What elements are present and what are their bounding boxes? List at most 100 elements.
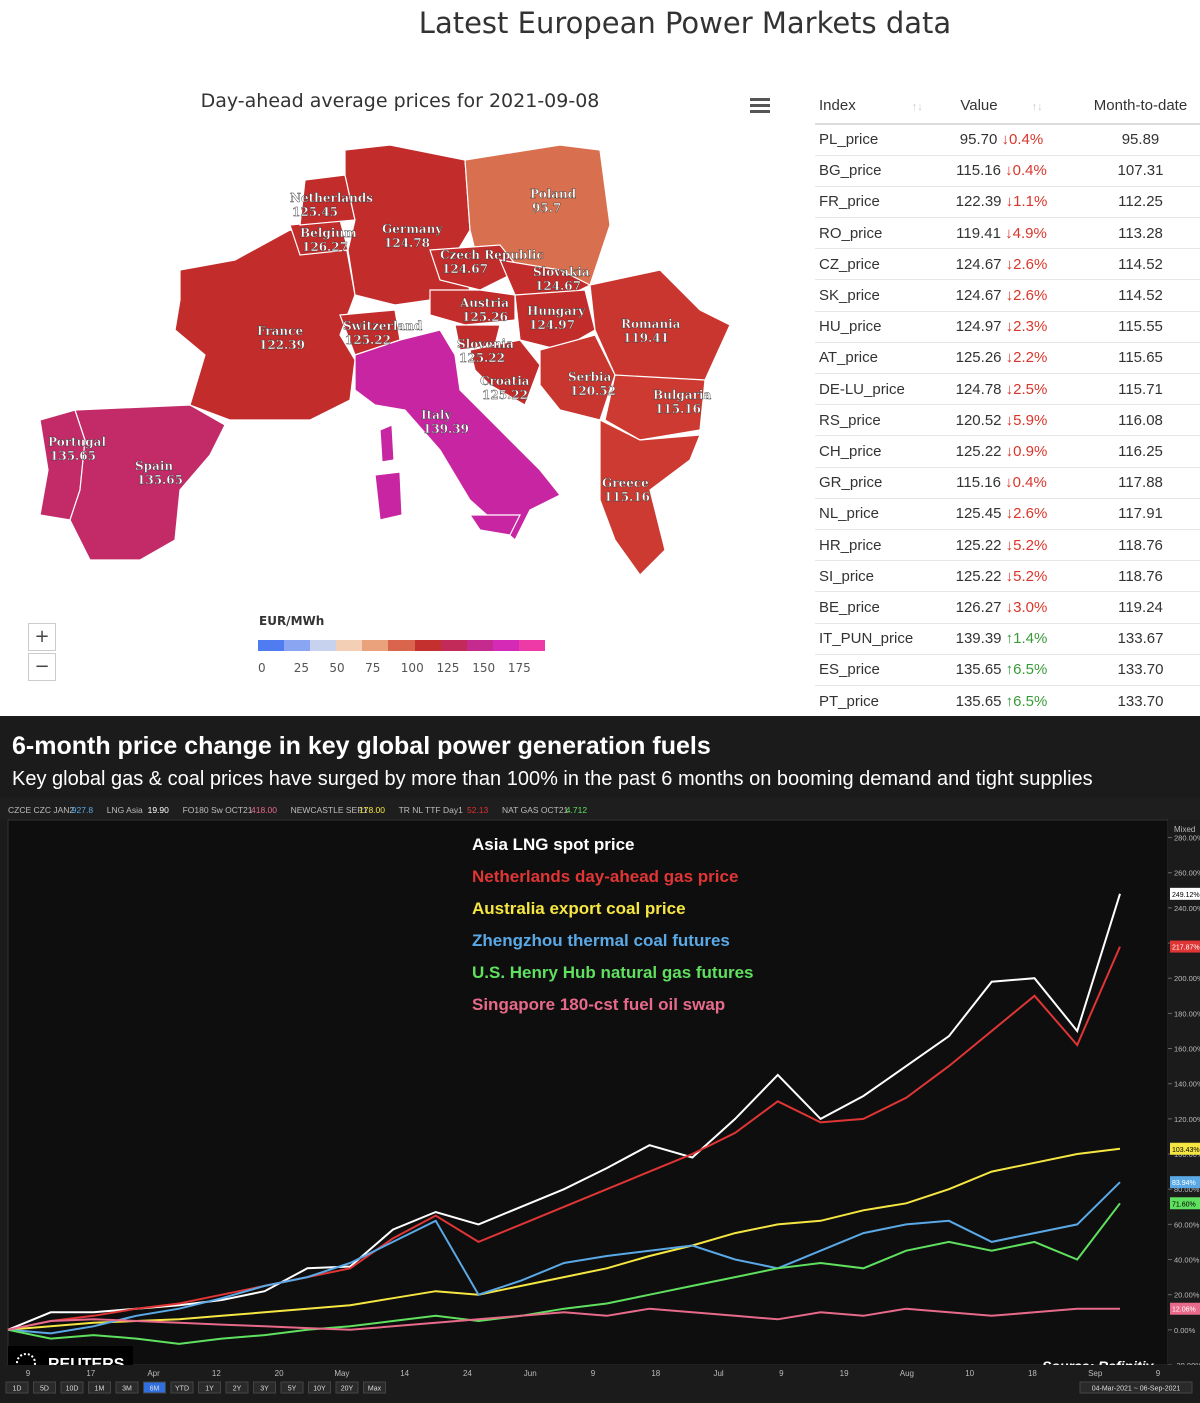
map-region-austria[interactable] — [429, 289, 516, 326]
index-cell: CH_price — [815, 435, 927, 468]
menu-icon[interactable] — [750, 98, 770, 114]
svg-text:125.22: 125.22 — [459, 351, 505, 365]
range-button-label[interactable]: Max — [368, 1386, 382, 1393]
y-tick-label: 140.00% — [1174, 1080, 1200, 1089]
table-row: HR_price 125.22 ↓5.2% 118.76 — [815, 528, 1200, 561]
y-tick-label: 40.00% — [1174, 1256, 1200, 1265]
range-button-label[interactable]: 10Y — [313, 1386, 326, 1393]
range-button-label[interactable]: 1Y — [205, 1386, 214, 1393]
ticker-label[interactable]: NEWCASTLE SEP1 — [291, 805, 368, 815]
map-region-czech-republic[interactable] — [429, 244, 521, 291]
header-month-to-date[interactable]: Month-to-date — [1072, 88, 1200, 125]
y-tick-label: 200.00% — [1174, 974, 1200, 983]
svg-text:Greece: Greece — [602, 476, 649, 490]
fuels-subtitle: Key global gas & coal prices have surged… — [12, 768, 1093, 790]
value-cell: 115.16 ↓0.4% — [927, 466, 1072, 499]
svg-text:Serbia: Serbia — [568, 370, 612, 384]
range-button-10y[interactable] — [308, 1381, 331, 1394]
y-tick-label: 260.00% — [1174, 869, 1200, 878]
table-row: GR_price 115.16 ↓0.4% 117.88 — [815, 466, 1200, 499]
range-button-label[interactable]: 10D — [66, 1386, 79, 1393]
range-button-label[interactable]: 5D — [40, 1386, 49, 1393]
range-button-3y[interactable] — [253, 1381, 276, 1394]
range-button-20y[interactable] — [335, 1381, 359, 1394]
page-title: Latest European Power Markets data — [418, 6, 952, 40]
legend-swatch — [440, 640, 467, 651]
range-button-label[interactable]: 20Y — [341, 1386, 354, 1393]
svg-text:119.41: 119.41 — [623, 331, 669, 345]
zoom-out-button[interactable]: − — [28, 653, 56, 681]
range-button-label[interactable]: 3Y — [260, 1386, 269, 1393]
value-cell: 124.97 ↓2.3% — [927, 310, 1072, 343]
index-cell: DE-LU_price — [815, 372, 927, 405]
range-button-label[interactable]: 2Y — [233, 1386, 242, 1393]
range-button-label[interactable]: 1D — [13, 1386, 22, 1393]
map-region-bulgaria[interactable] — [604, 374, 706, 441]
range-button-label[interactable]: 1M — [95, 1386, 105, 1393]
range-button-1d[interactable] — [5, 1381, 29, 1394]
map-region-sicily[interactable] — [468, 514, 521, 536]
map-region-corsica[interactable] — [379, 424, 395, 463]
range-button-max[interactable] — [363, 1381, 386, 1394]
range-button-1m[interactable] — [88, 1381, 111, 1394]
range-button-6m[interactable] — [143, 1381, 166, 1394]
value-cell: 125.22 ↓0.9% — [927, 435, 1072, 468]
map-region-croatia[interactable] — [469, 339, 541, 406]
header-index[interactable]: Index ↑↓ — [815, 88, 927, 125]
svg-text:Slovenia: Slovenia — [457, 337, 514, 351]
legend-title: EUR/MWh — [259, 614, 325, 628]
value-cell: 135.65 ↑6.5% — [927, 653, 1072, 686]
map-region-greece[interactable] — [599, 419, 701, 576]
month-to-date-cell: 107.31 — [1072, 154, 1200, 187]
range-button-ytd[interactable] — [170, 1381, 194, 1394]
header-value[interactable]: Value ↑↓ — [927, 88, 1072, 125]
range-button-1y[interactable] — [198, 1381, 221, 1394]
value-cell: 122.39 ↓1.1% — [927, 185, 1072, 218]
range-button-label[interactable]: 5Y — [288, 1386, 297, 1393]
svg-text:124.78: 124.78 — [384, 236, 430, 250]
price-index-table: Index ↑↓ Value ↑↓ Month-to-date PL_price 95… — [815, 88, 1200, 717]
svg-text:Spain: Spain — [135, 459, 173, 473]
legend-swatch — [258, 640, 285, 651]
date-range-box[interactable] — [1079, 1381, 1193, 1394]
range-button-2y[interactable] — [225, 1381, 249, 1394]
map-region-sardinia[interactable] — [374, 471, 403, 521]
svg-text:Portugal: Portugal — [48, 435, 106, 449]
range-button-5y[interactable] — [280, 1381, 304, 1394]
range-button-label[interactable]: 3M — [122, 1386, 132, 1393]
month-to-date-cell: 95.89 — [1072, 123, 1200, 156]
x-tick-label: 12 — [212, 1369, 221, 1378]
range-button-3m[interactable] — [115, 1381, 139, 1394]
svg-text:124.67: 124.67 — [442, 262, 488, 276]
legend-swatch — [492, 640, 519, 651]
range-button-10d[interactable] — [60, 1381, 84, 1394]
map-region-italy[interactable] — [354, 329, 561, 541]
month-to-date-cell: 116.08 — [1072, 404, 1200, 436]
x-tick-label: 9 — [779, 1369, 784, 1378]
legend-tick-label: 100 — [400, 661, 424, 675]
ticker-label[interactable]: FO180 Sw OCT21 — [183, 805, 253, 815]
axis-mode-label[interactable]: Mixed — [1174, 825, 1195, 834]
ticker-label[interactable]: CZCE CZC JAN2 — [8, 805, 74, 815]
legend-entry: Netherlands day-ahead gas price — [472, 867, 738, 886]
svg-text:135.65: 135.65 — [50, 449, 96, 463]
legend-entry: Asia LNG spot price — [472, 835, 634, 854]
ticker-label[interactable]: TR NL TTF Day1 — [399, 805, 464, 815]
arrow-down-icon: ↓0.4% — [1001, 131, 1044, 149]
ticker-label[interactable]: LNG Asia — [107, 805, 143, 815]
x-tick-label: Apr — [147, 1369, 160, 1378]
month-to-date-cell: 116.25 — [1072, 435, 1200, 468]
range-button-label[interactable]: 6M — [150, 1386, 160, 1393]
range-button-label[interactable]: YTD — [175, 1386, 189, 1393]
svg-text:124.97: 124.97 — [529, 318, 575, 332]
table-row: SI_price 125.22 ↓5.2% 118.76 — [815, 560, 1200, 592]
zoom-in-button[interactable]: + — [28, 623, 56, 651]
y-tick-label: 60.00% — [1174, 1220, 1200, 1229]
ticker-label[interactable]: NAT GAS OCT21 — [502, 805, 569, 815]
map-region-spain[interactable] — [69, 404, 226, 561]
range-button-5d[interactable] — [33, 1381, 56, 1394]
